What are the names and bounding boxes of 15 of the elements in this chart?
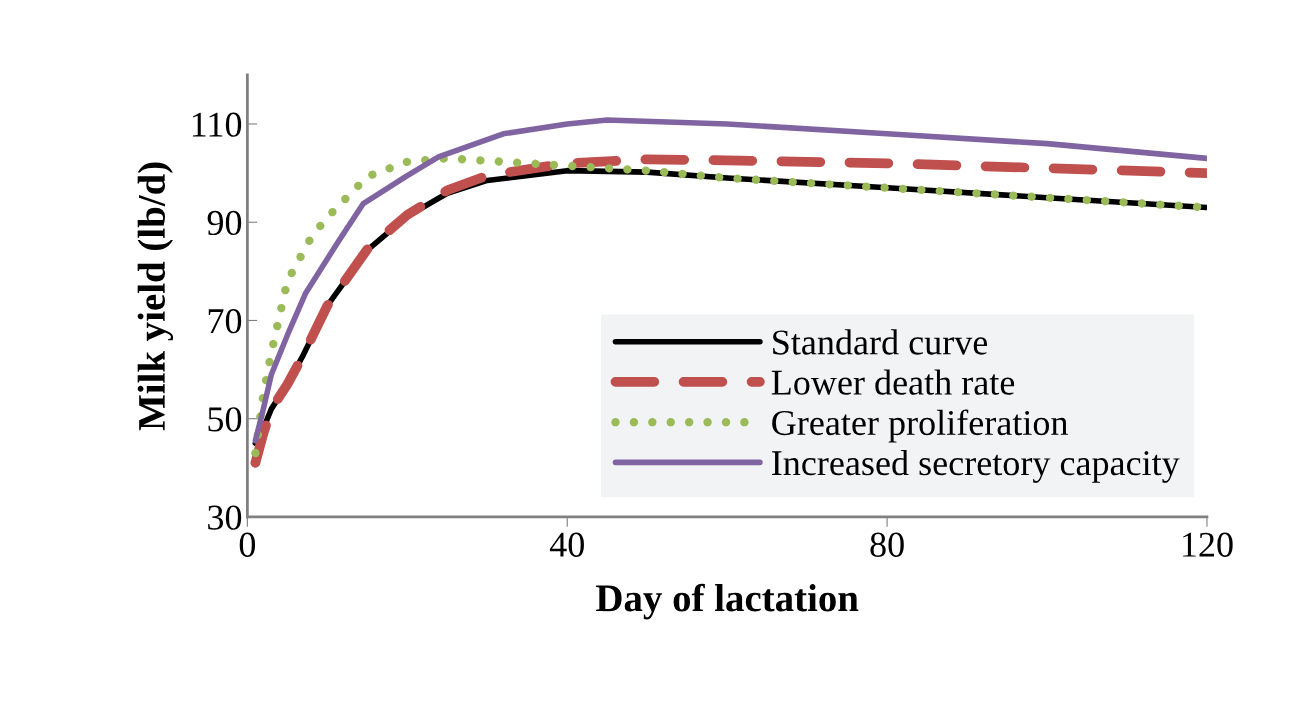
legend-label: Greater proliferation xyxy=(772,409,1068,443)
y-tick-label: 110 xyxy=(192,112,242,137)
y-tick-label: 50 xyxy=(208,407,242,432)
y-axis-title: Milk yield (lb/d) xyxy=(137,162,174,431)
x-tick-label: 0 xyxy=(239,532,256,557)
x-tick-label: 80 xyxy=(870,532,904,557)
y-tick-label: 70 xyxy=(208,308,242,334)
legend-label: Standard curve xyxy=(773,329,988,355)
y-tick-label: 30 xyxy=(208,505,242,530)
x-tick-label: 120 xyxy=(1183,532,1233,557)
legend-label: Lower death rate xyxy=(771,369,1015,395)
legend-label: Increased secretory capacity xyxy=(772,449,1180,483)
y-tick-label: 90 xyxy=(207,210,242,236)
x-tick-label: 40 xyxy=(549,532,584,557)
x-axis-title: Day of lactation xyxy=(596,583,859,620)
